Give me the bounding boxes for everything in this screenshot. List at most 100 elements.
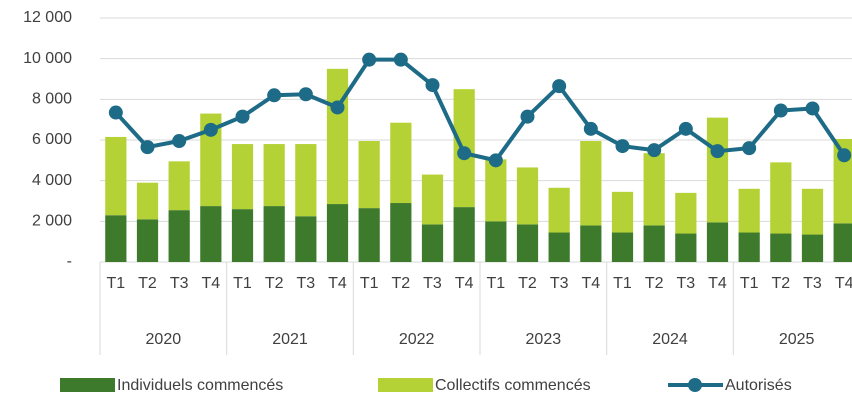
x-tick-label: T1	[360, 275, 379, 292]
bar	[548, 232, 570, 262]
bar	[706, 117, 729, 223]
line-marker	[235, 109, 250, 124]
x-tick-label: T4	[328, 275, 347, 292]
line-marker	[140, 140, 155, 155]
bar	[295, 216, 317, 262]
bar	[611, 232, 634, 262]
line-marker	[362, 52, 377, 67]
line-marker	[457, 146, 472, 161]
bar	[326, 68, 349, 205]
x-tick-label: T2	[645, 275, 664, 292]
bar	[358, 208, 380, 262]
bar	[263, 144, 285, 207]
y-tick-label: 6 000	[32, 131, 72, 148]
year-label: 2025	[779, 331, 815, 348]
bar	[200, 113, 222, 207]
line-marker	[393, 52, 408, 67]
line-marker	[647, 143, 662, 158]
line-marker	[203, 122, 218, 137]
x-tick-label: T2	[265, 275, 284, 292]
line-marker	[520, 109, 535, 124]
x-tick-label: T4	[201, 275, 220, 292]
bar	[200, 206, 222, 262]
legend-label: Collectifs commencés	[435, 377, 591, 394]
bar	[421, 174, 444, 225]
x-tick-label: T1	[740, 275, 759, 292]
line-marker	[172, 134, 187, 149]
line-marker	[267, 88, 282, 103]
bar	[738, 232, 760, 262]
line-marker	[425, 78, 440, 93]
line-marker	[678, 121, 693, 136]
bar	[548, 187, 570, 233]
bar	[231, 209, 254, 262]
line-marker	[488, 153, 503, 168]
legend-marker	[688, 378, 702, 392]
bar	[801, 234, 824, 262]
year-label: 2020	[146, 331, 182, 348]
bar	[675, 192, 697, 234]
bar	[485, 159, 507, 222]
x-tick-label: T2	[138, 275, 157, 292]
line-marker	[298, 87, 313, 102]
bar	[453, 207, 475, 262]
line-marker	[330, 100, 345, 115]
bar	[675, 233, 697, 262]
bar	[263, 206, 285, 262]
x-tick-label: T1	[233, 275, 252, 292]
legend-swatch	[60, 378, 115, 392]
bar	[168, 161, 190, 211]
x-tick-label: T4	[708, 275, 727, 292]
x-tick-label: T4	[455, 275, 474, 292]
bar	[580, 225, 602, 262]
line-marker	[805, 101, 820, 116]
x-tick-label: T3	[296, 275, 315, 292]
x-tick-label: T4	[581, 275, 600, 292]
x-tick-label: T3	[550, 275, 569, 292]
line-marker	[710, 144, 725, 159]
x-tick-label: T2	[391, 275, 410, 292]
bar	[738, 188, 760, 233]
bar	[706, 222, 729, 262]
x-tick-label: T2	[518, 275, 537, 292]
year-label: 2022	[399, 331, 435, 348]
y-tick-label: 8 000	[32, 91, 72, 108]
legend-swatch	[378, 378, 433, 392]
bar	[105, 136, 127, 216]
bar	[770, 233, 792, 262]
y-tick-label: -	[67, 253, 72, 270]
bar	[231, 144, 254, 210]
bar	[390, 122, 412, 204]
bar	[516, 167, 539, 225]
x-tick-label: T1	[613, 275, 632, 292]
bar	[643, 153, 665, 226]
bar	[485, 221, 507, 262]
bar	[421, 224, 444, 262]
line-marker	[108, 105, 123, 120]
line	[114, 57, 846, 163]
x-tick-label: T1	[486, 275, 505, 292]
line-marker	[742, 141, 757, 156]
year-label: 2023	[526, 331, 562, 348]
bar	[390, 203, 412, 262]
y-tick-label: 12 000	[23, 9, 72, 26]
bar	[326, 204, 349, 262]
x-tick-label: T3	[803, 275, 822, 292]
x-tick-label: T3	[676, 275, 695, 292]
x-tick-label: T2	[771, 275, 790, 292]
y-tick-label: 10 000	[23, 50, 72, 67]
year-label: 2024	[652, 331, 688, 348]
legend-label: Individuels commencés	[117, 377, 283, 394]
bar	[801, 188, 824, 235]
legend-label: Autorisés	[725, 377, 792, 394]
line-marker	[583, 121, 598, 136]
y-tick-label: 4 000	[32, 172, 72, 189]
x-tick-label: T3	[423, 275, 442, 292]
bar	[295, 144, 317, 217]
x-tick-label: T1	[106, 275, 125, 292]
line-marker	[615, 139, 630, 154]
bar	[833, 223, 852, 262]
year-label: 2021	[272, 331, 308, 348]
x-tick-label: T3	[170, 275, 189, 292]
